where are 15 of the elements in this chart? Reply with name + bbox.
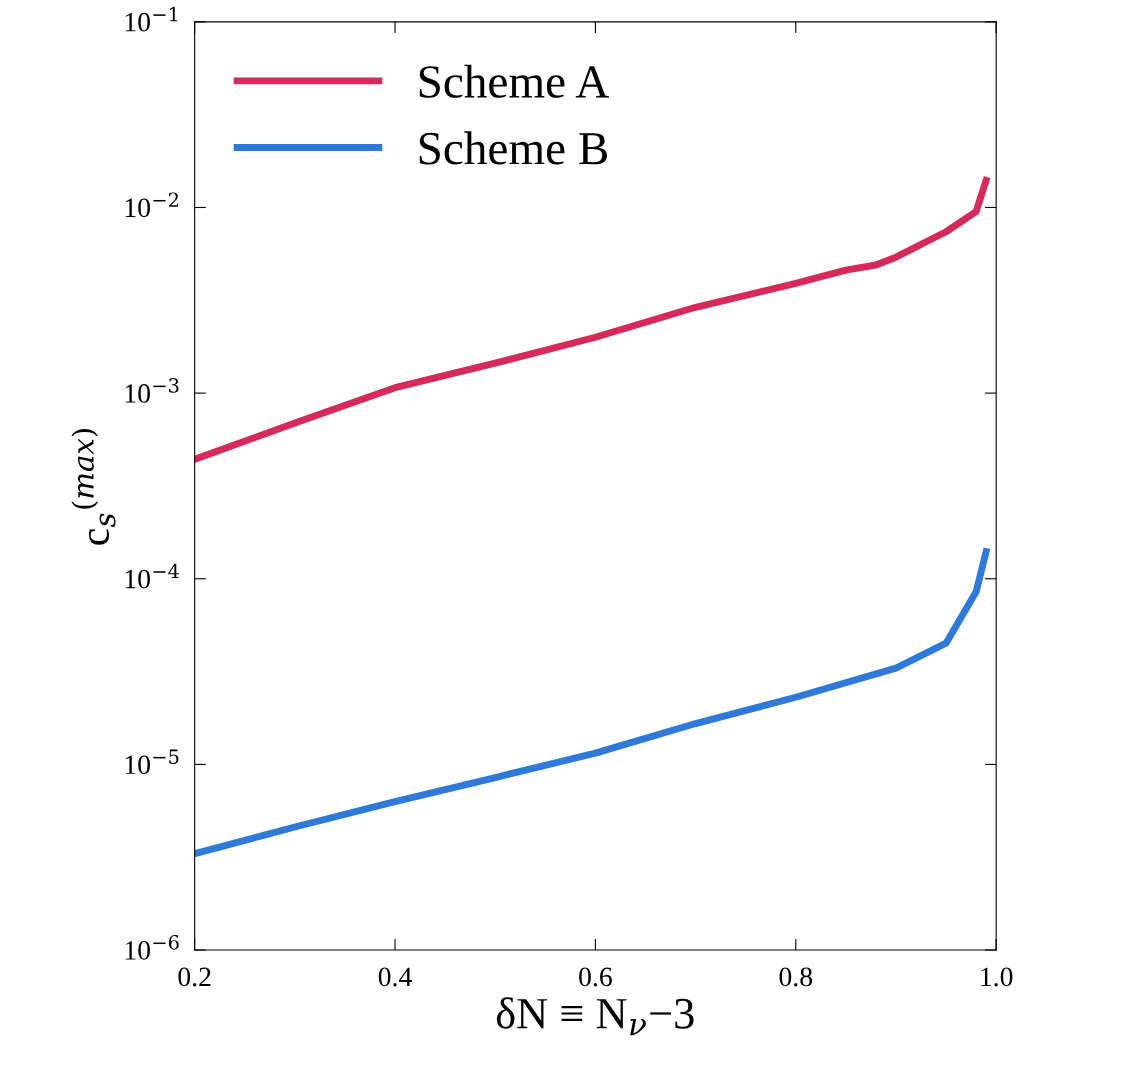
x-tick-label: 0.8 bbox=[779, 967, 813, 987]
x-tick-label: 0.6 bbox=[579, 967, 612, 987]
x-tick-label: 1.0 bbox=[981, 967, 1013, 987]
y-tick-label: 10$^{−2}$ bbox=[125, 192, 179, 218]
y-axis-title: c$_{s}$$^{(max)}$ bbox=[71, 429, 116, 545]
y-tick-label: 10$^{−3}$ bbox=[125, 378, 179, 403]
x-axis-title: δN ≡ N$_{ν}$−3 bbox=[496, 997, 694, 1036]
y-tick-label: 10$^{−4}$ bbox=[125, 563, 179, 589]
y-tick-label: 10$^{−5}$ bbox=[125, 749, 179, 775]
x-tick-label: 0.2 bbox=[178, 967, 211, 987]
legend-label: Scheme A bbox=[419, 64, 610, 98]
x-tick-label: 0.4 bbox=[378, 967, 412, 987]
y-tick-label: 10$^{−1}$ bbox=[125, 6, 178, 32]
y-tick-label: 10$^{−6}$ bbox=[125, 934, 179, 960]
legend-label: Scheme B bbox=[419, 131, 608, 165]
